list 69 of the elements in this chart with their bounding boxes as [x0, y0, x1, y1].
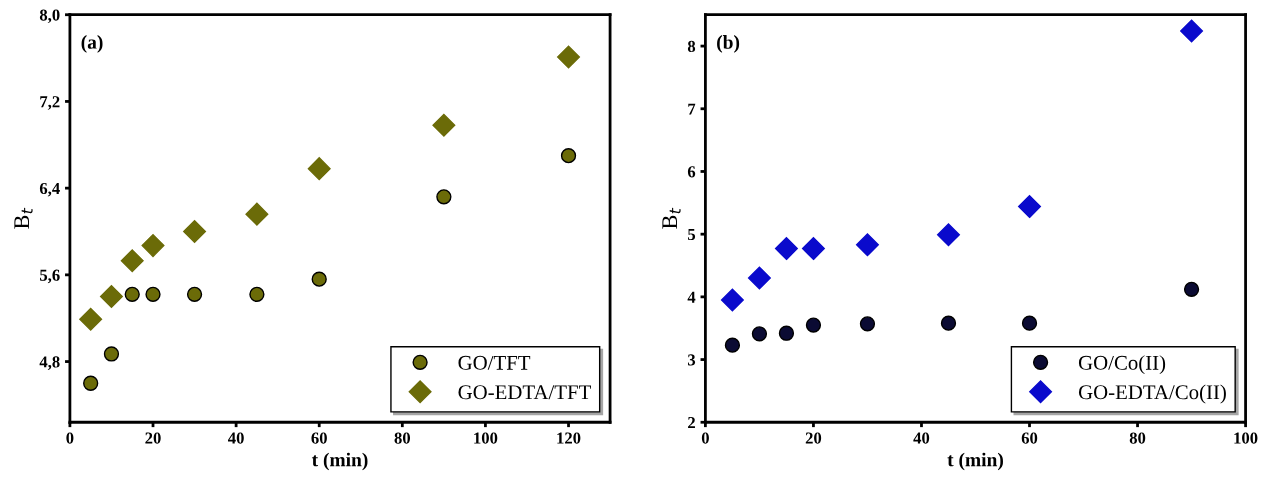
y-tick-label: 8,0	[39, 9, 60, 24]
x-axis-title: t (min)	[311, 452, 368, 471]
point	[778, 325, 795, 341]
legend-label: GO/TFT	[458, 355, 531, 370]
x-tick-label: 0	[701, 432, 709, 444]
y-tick-label: 5,6	[40, 269, 60, 284]
point	[724, 337, 741, 353]
point	[183, 220, 207, 243]
point	[801, 237, 825, 261]
point	[186, 286, 203, 303]
annotation: (a)	[81, 35, 103, 53]
point	[936, 223, 960, 247]
y-tick-label: 4,8	[39, 356, 60, 370]
y-tick-label: 3	[687, 354, 696, 366]
x-tick-label: 100	[1234, 432, 1258, 444]
y-tick-label: 6,4	[39, 182, 60, 197]
x-tick-label: 60	[1021, 432, 1038, 444]
point	[1018, 195, 1042, 219]
x-tick-label: 120	[557, 432, 581, 444]
x-tick-label: 60	[311, 432, 327, 444]
x-tick-label: 40	[228, 432, 244, 444]
x-tick-label: 20	[805, 432, 822, 444]
point	[311, 271, 327, 287]
point	[120, 249, 144, 273]
y-tick-label: 2	[688, 417, 695, 429]
point	[307, 157, 331, 181]
point	[124, 286, 140, 303]
point	[940, 315, 957, 331]
y-tick-label: 5	[688, 229, 696, 241]
x-tick-label: 0	[66, 432, 74, 444]
y-tick-label: 4	[687, 291, 696, 303]
point	[145, 286, 161, 303]
point	[79, 307, 103, 331]
x-tick-label: 80	[394, 432, 411, 444]
point	[751, 326, 768, 342]
point	[1180, 19, 1204, 43]
point	[249, 286, 265, 303]
point	[747, 266, 771, 290]
x-tick-label: 80	[1129, 432, 1146, 444]
annotation: (b)	[717, 35, 740, 53]
y-axis-title: B$_{t}$	[662, 207, 681, 229]
x-axis-title: t (min)	[947, 452, 1003, 471]
point	[557, 45, 581, 69]
legend-label: GO-EDTA/TFT	[458, 385, 591, 400]
y-tick-label: 6	[687, 166, 696, 178]
point	[141, 234, 165, 258]
point	[855, 233, 879, 257]
y-axis-title: B$_{t}$	[14, 207, 33, 229]
point	[774, 237, 798, 261]
point	[805, 317, 822, 333]
point	[720, 288, 744, 312]
point	[99, 285, 123, 309]
point	[245, 202, 269, 226]
y-tick-label: 7,2	[40, 96, 60, 110]
y-tick-label: 7	[688, 103, 696, 115]
x-tick-label: 20	[145, 432, 161, 444]
point	[560, 147, 577, 164]
point	[1021, 315, 1038, 331]
point	[103, 346, 120, 362]
x-tick-label: 100	[474, 432, 498, 444]
point	[436, 189, 452, 205]
point	[83, 375, 99, 391]
y-tick-label: 8	[687, 40, 696, 53]
point	[432, 113, 456, 137]
x-tick-label: 40	[913, 432, 930, 444]
legend-label: GO-EDTA/Co(II)	[1078, 384, 1226, 404]
point	[1183, 281, 1200, 297]
point	[859, 316, 876, 332]
legend-label: GO/Co(II)	[1078, 355, 1166, 375]
